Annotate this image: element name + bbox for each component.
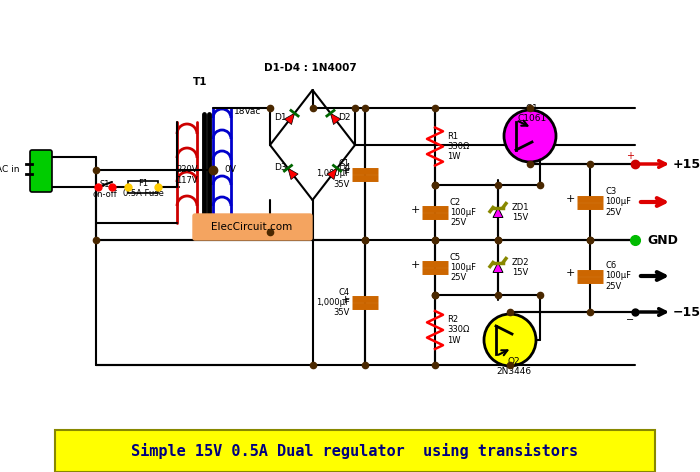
Text: C4
1,000µF
35V: C4 1,000µF 35V xyxy=(316,287,350,317)
Polygon shape xyxy=(327,168,337,179)
Text: F1
0.5A Fuse: F1 0.5A Fuse xyxy=(122,179,163,198)
Text: −15V: −15V xyxy=(673,305,700,319)
Text: ElecCircuit.com: ElecCircuit.com xyxy=(211,222,293,232)
Polygon shape xyxy=(330,113,341,125)
Text: +: + xyxy=(566,194,575,204)
Text: C1
1,000µF
35V: C1 1,000µF 35V xyxy=(316,159,350,189)
Polygon shape xyxy=(288,168,298,179)
Text: R2
330Ω
1W: R2 330Ω 1W xyxy=(447,315,470,345)
Text: +: + xyxy=(341,167,350,177)
Text: ZD2
15V: ZD2 15V xyxy=(512,258,529,277)
Text: T1: T1 xyxy=(193,77,207,87)
FancyBboxPatch shape xyxy=(193,214,312,240)
Text: D3: D3 xyxy=(274,162,286,171)
Text: +: + xyxy=(626,151,634,161)
Text: Q1
C1061: Q1 C1061 xyxy=(517,104,547,123)
Text: −: − xyxy=(626,315,634,325)
Text: Simple 15V 0.5A Dual regulator  using transistors: Simple 15V 0.5A Dual regulator using tra… xyxy=(132,443,579,459)
Text: 0V: 0V xyxy=(224,166,236,175)
Text: 18Vac: 18Vac xyxy=(234,224,261,233)
Text: S1
on-off: S1 on-off xyxy=(92,180,118,199)
Text: D4: D4 xyxy=(339,162,351,171)
Text: +: + xyxy=(411,205,420,215)
Text: +: + xyxy=(411,260,420,270)
Polygon shape xyxy=(493,262,503,272)
Text: +: + xyxy=(341,295,350,305)
Bar xyxy=(55,430,655,472)
Text: D1-D4 : 1N4007: D1-D4 : 1N4007 xyxy=(264,63,356,73)
Bar xyxy=(128,181,158,193)
FancyBboxPatch shape xyxy=(30,150,52,192)
Text: +: + xyxy=(566,269,575,278)
Circle shape xyxy=(504,110,556,162)
Polygon shape xyxy=(284,113,295,125)
Text: D1: D1 xyxy=(274,112,286,121)
Text: +15V: +15V xyxy=(673,158,700,170)
Text: AC in: AC in xyxy=(0,165,20,174)
Text: 220V
117V: 220V 117V xyxy=(176,165,198,185)
Text: Q2
2N3446: Q2 2N3446 xyxy=(496,357,531,376)
Text: ZD1
15V: ZD1 15V xyxy=(512,203,529,222)
Text: D2: D2 xyxy=(339,112,351,121)
Text: GND: GND xyxy=(647,234,678,246)
Circle shape xyxy=(484,314,536,366)
Text: R1
330Ω
1W: R1 330Ω 1W xyxy=(447,132,470,161)
Polygon shape xyxy=(493,208,503,218)
Text: C6
100µF
25V: C6 100µF 25V xyxy=(605,261,631,291)
Text: C3
100µF
25V: C3 100µF 25V xyxy=(605,187,631,217)
Text: 18Vac: 18Vac xyxy=(234,108,261,117)
Text: C2
100µF
25V: C2 100µF 25V xyxy=(450,198,476,228)
Text: C5
100µF
25V: C5 100µF 25V xyxy=(450,253,476,282)
